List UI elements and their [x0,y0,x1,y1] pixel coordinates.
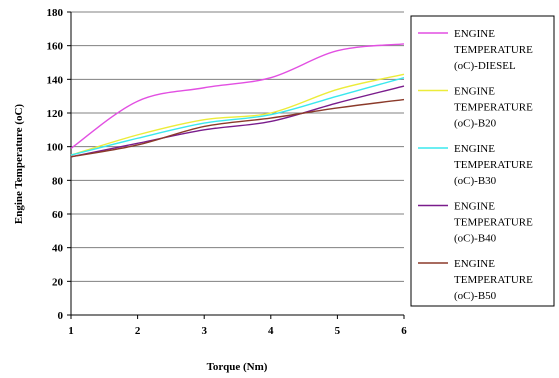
series-line-2 [70,73,405,156]
legend: ENGINE TEMPERATURE (oC)-DIESEL ENGINE TEMPER… [410,15,555,307]
tick-labels: 0 20 40 60 80 100 120 140 160 180 1 2 3 4 5 6 [47,7,408,337]
x-tick-label: 5 [335,325,341,337]
legend-label: TEMPERATURE [454,274,533,286]
legend-label: ENGINE [454,201,495,213]
y-tick-label: 120 [47,108,64,120]
legend-label: (oC)-B40 [454,233,497,245]
x-tick-label: 3 [201,325,207,337]
legend-label: ENGINE [454,258,495,270]
legend-label: (oC)-B20 [454,118,497,130]
y-axis-label: Engine Temperature (oC) [13,104,25,225]
y-tick-label: 160 [47,41,64,53]
y-tick-label: 20 [52,276,64,288]
y-tick-label: 0 [58,310,64,322]
legend-entry: ENGINE TEMPERATURE (oC)-B20 [418,86,533,130]
legend-label: ENGINE [454,86,495,98]
legend-entry: ENGINE TEMPERATURE (oC)-B40 [418,201,533,245]
y-tick-label: 40 [52,243,64,255]
legend-label: ENGINE [454,143,495,155]
legend-box [410,15,555,307]
x-tick-label: 4 [268,325,274,337]
legend-label: TEMPERATURE [454,217,533,229]
series-line-5 [70,98,405,158]
x-tick-label: 6 [401,325,407,337]
legend-label: (oC)-B30 [454,175,497,187]
legend-label: TEMPERATURE [454,102,533,114]
series-lines [70,43,405,158]
legend-label: (oC)-DIESEL [454,60,516,72]
y-tick-label: 140 [47,74,64,86]
y-tick-label: 100 [47,142,64,154]
x-tick-label: 2 [135,325,141,337]
series-line-1 [70,43,405,149]
y-tick-label: 80 [52,175,64,187]
series-line-3 [70,76,405,156]
legend-label: TEMPERATURE [454,159,533,171]
legend-entry: ENGINE TEMPERATURE (oC)-B30 [418,143,533,187]
series-line-4 [70,85,405,158]
legend-entry: ENGINE TEMPERATURE (oC)-DIESEL [418,28,533,72]
x-tick-label: 1 [68,325,74,337]
legend-entry: ENGINE TEMPERATURE (oC)-B50 [418,258,533,302]
axes [67,11,405,319]
y-tick-label: 180 [47,7,64,19]
legend-label: (oC)-B50 [454,290,497,302]
x-axis-label: Torque (Nm) [207,361,268,373]
legend-label: TEMPERATURE [454,44,533,56]
legend-label: ENGINE [454,28,495,40]
y-tick-label: 60 [52,209,64,221]
